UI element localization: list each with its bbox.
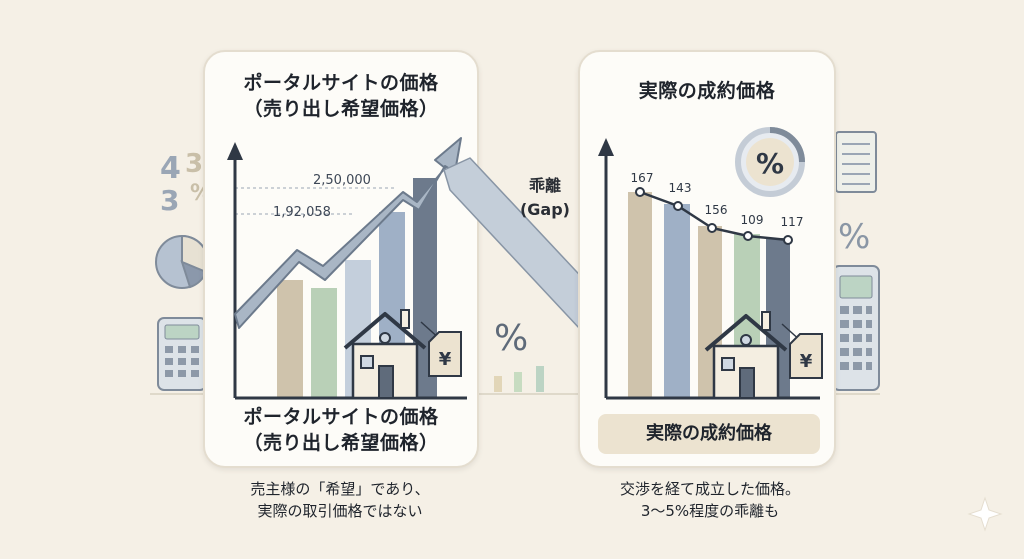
actual-bar-1 [628,192,652,398]
percent-badge-icon: % [735,127,805,197]
house-icon-right [704,311,788,400]
portal-price-bottom-title: ポータルサイトの価格 [243,406,439,428]
portal-value-low: 1,92,058 [273,205,331,220]
actual-point-label-4: 109 [741,213,764,227]
portal-price-bottom-subtitle: （売り出し希望価格） [243,432,439,454]
actual-y-axis-arrowhead [598,138,614,156]
pie-chart-icon [155,234,209,289]
calculator-icon-left [157,317,207,391]
portal-price-chart: 2,50,000 1,92,058 ¥ [227,137,467,400]
portal-bar-2 [311,288,337,398]
portal-price-panel: ポータルサイトの価格 （売り出し希望価格） 2,50,000 1,92,058 [203,50,479,468]
actual-price-label-box: 実際の成約価格 [598,414,820,454]
actual-point-1 [635,187,645,197]
actual-point-4 [743,231,753,241]
actual-point-label-1: 167 [631,171,654,185]
actual-price-chart: % 167 143 156 109 117 [598,127,823,400]
actual-point-label-3: 156 [705,203,728,217]
actual-price-panel: 実際の成約価格 % 167 143 156 109 117 [578,50,836,468]
gap-label: 乖離 (Gap) [500,174,590,222]
rising-price-arrow [234,137,462,329]
gap-label-english: (Gap) [519,200,570,219]
actual-point-label-2: 143 [669,181,692,195]
portal-price-title: ポータルサイトの価格 [243,72,439,94]
middle-percent-symbol: % [494,318,528,359]
portal-caption-line1: 売主様の「希望」であり、 [250,480,430,498]
calculator-icon-right [832,265,880,391]
right-percent-symbol: % [838,217,870,257]
bg-number-3a: 3 [185,149,203,179]
actual-caption-line2: 3〜5%程度の乖離も [640,502,780,520]
sparkle-icon [967,496,1003,532]
yen-symbol-left: ¥ [439,349,452,370]
portal-price-caption: 売主様の「希望」であり、 実際の取引価格ではない [190,478,490,522]
price-tag-icon: ¥ [420,321,462,377]
yen-symbol-right: ¥ [800,351,813,372]
spreadsheet-icon [835,131,877,193]
actual-point-5 [783,235,793,245]
portal-bar-1 [277,280,303,398]
actual-point-label-5: 117 [781,215,804,229]
percent-badge-symbol: % [756,147,784,180]
house-icon [343,309,427,400]
mini-bars [494,366,544,392]
portal-price-subtitle: （売り出し希望価格） [243,98,439,120]
bg-number-4: 4 [160,151,181,186]
actual-price-caption: 交渉を経て成立した価格。 3〜5%程度の乖離も [560,478,860,522]
portal-y-axis-arrowhead [227,142,243,160]
price-tag-icon-right: ¥ [781,323,823,379]
actual-bar-2 [664,204,690,398]
actual-caption-line1: 交渉を経て成立した価格。 [619,480,800,498]
portal-caption-line2: 実際の取引価格ではない [257,502,423,520]
actual-price-title: 実際の成約価格 [638,80,776,102]
gap-label-japanese: 乖離 [528,176,561,195]
portal-value-high: 2,50,000 [313,173,371,188]
bg-number-3b: 3 [160,184,179,217]
actual-point-2 [673,201,683,211]
actual-point-3 [707,223,717,233]
